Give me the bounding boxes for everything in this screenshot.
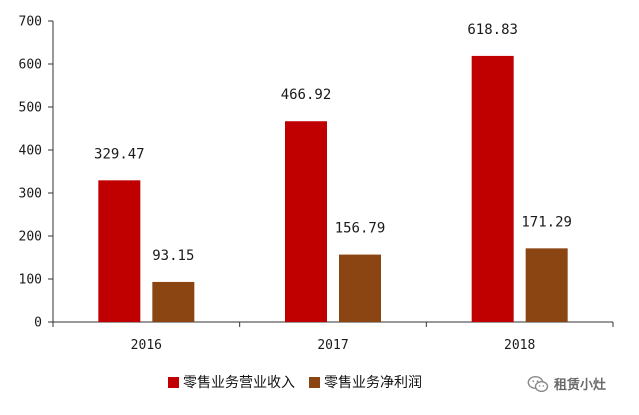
y-tick-label: 100 [19,273,42,288]
y-tick-label: 700 [19,15,42,30]
wechat-icon [527,375,549,392]
bars [98,55,568,323]
x-tick-label: 2016 [131,338,162,353]
y-tick-label: 200 [19,230,42,245]
data-label: 618.83 [467,22,518,38]
legend-label-revenue: 零售业务营业收入 [183,375,295,391]
bar-revenue-2018 [471,55,514,322]
data-label: 466.92 [281,87,332,103]
y-tick-label: 600 [19,58,42,73]
legend-swatch-profit [309,376,320,388]
x-tick-label: 2018 [504,338,535,353]
legend-item-revenue: 零售业务营业收入 [168,372,295,392]
y-tick-label: 0 [34,316,42,331]
bar-revenue-2016 [98,180,141,322]
y-tick-label: 500 [19,101,42,116]
data-labels: 329.47 93.15 466.92 156.79 618.83 171.29 [94,22,572,264]
legend: 零售业务营业收入 零售业务净利润 [168,372,422,392]
y-tick-label: 400 [19,144,42,159]
legend-label-profit: 零售业务净利润 [324,375,422,391]
x-axis: 2016 2017 2018 [52,321,614,353]
bar-profit-2018 [525,248,568,322]
data-label: 156.79 [335,221,386,237]
bar-profit-2016 [152,281,195,322]
data-label: 171.29 [521,214,572,230]
y-axis: 0 100 200 300 400 500 600 700 [19,15,54,331]
bar-chart: 0 100 200 300 400 500 600 700 2016 2017 2018 329.… [19,15,614,353]
x-tick-label: 2017 [317,338,348,353]
legend-item-profit: 零售业务净利润 [309,372,422,392]
y-tick-label: 300 [19,187,42,202]
data-label: 329.47 [94,146,145,162]
legend-swatch-revenue [168,376,179,388]
bar-revenue-2017 [285,121,327,323]
watermark-text: 租赁小灶 [554,378,607,393]
bar-profit-2017 [339,254,381,322]
watermark: 租赁小灶 [527,374,606,393]
data-label: 93.15 [152,248,194,264]
